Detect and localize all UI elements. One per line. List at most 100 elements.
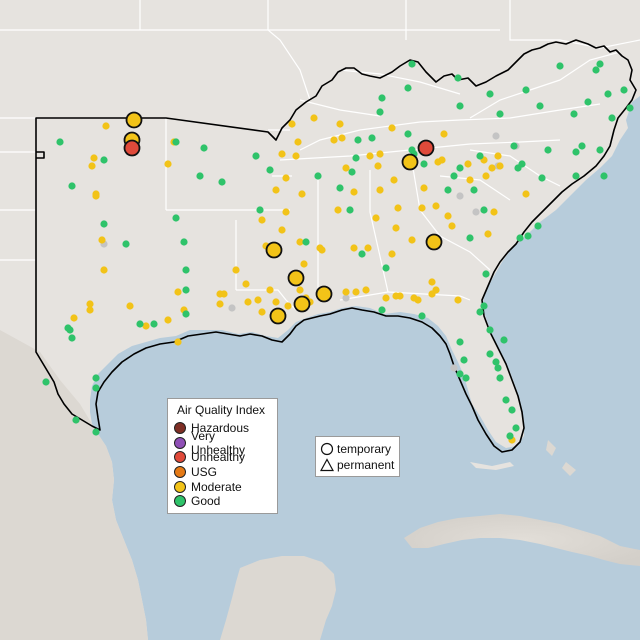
monitor-good[interactable] — [122, 240, 130, 248]
monitor-good[interactable] — [470, 186, 478, 194]
monitor-no-data[interactable] — [228, 304, 236, 312]
monitor-moderate-temporary[interactable] — [401, 153, 419, 171]
monitor-moderate[interactable] — [174, 338, 182, 346]
monitor-good[interactable] — [92, 374, 100, 382]
monitor-moderate[interactable] — [216, 300, 224, 308]
monitor-moderate[interactable] — [336, 120, 344, 128]
monitor-moderate[interactable] — [482, 172, 490, 180]
monitor-good[interactable] — [570, 110, 578, 118]
monitor-moderate[interactable] — [420, 184, 428, 192]
monitor-good[interactable] — [378, 94, 386, 102]
monitor-good[interactable] — [92, 384, 100, 392]
monitor-good[interactable] — [218, 178, 226, 186]
monitor-good[interactable] — [476, 152, 484, 160]
monitor-good[interactable] — [100, 156, 108, 164]
monitor-moderate[interactable] — [392, 224, 400, 232]
monitor-good[interactable] — [68, 182, 76, 190]
monitor-moderate[interactable] — [258, 216, 266, 224]
monitor-moderate[interactable] — [296, 238, 304, 246]
monitor-moderate[interactable] — [334, 206, 342, 214]
monitor-good[interactable] — [502, 396, 510, 404]
monitor-moderate[interactable] — [164, 316, 172, 324]
monitor-good[interactable] — [456, 370, 464, 378]
monitor-good[interactable] — [256, 206, 264, 214]
monitor-unhealthy-temporary[interactable] — [417, 139, 435, 157]
monitor-moderate[interactable] — [496, 162, 504, 170]
monitor-good[interactable] — [172, 138, 180, 146]
monitor-moderate[interactable] — [232, 266, 240, 274]
monitor-moderate[interactable] — [418, 204, 426, 212]
monitor-moderate[interactable] — [278, 150, 286, 158]
monitor-moderate[interactable] — [432, 286, 440, 294]
monitor-moderate[interactable] — [90, 154, 98, 162]
monitor-moderate[interactable] — [174, 288, 182, 296]
monitor-moderate[interactable] — [376, 150, 384, 158]
monitor-good[interactable] — [450, 172, 458, 180]
monitor-moderate-temporary[interactable] — [287, 269, 305, 287]
monitor-moderate[interactable] — [244, 298, 252, 306]
monitor-good[interactable] — [302, 238, 310, 246]
monitor-moderate[interactable] — [330, 136, 338, 144]
monitor-moderate[interactable] — [454, 296, 462, 304]
monitor-moderate[interactable] — [272, 186, 280, 194]
monitor-good[interactable] — [476, 308, 484, 316]
monitor-good[interactable] — [556, 62, 564, 70]
monitor-moderate[interactable] — [522, 190, 530, 198]
monitor-good[interactable] — [600, 172, 608, 180]
monitor-moderate[interactable] — [392, 292, 400, 300]
monitor-moderate[interactable] — [432, 202, 440, 210]
monitor-moderate-temporary[interactable] — [265, 241, 283, 259]
monitor-moderate[interactable] — [310, 114, 318, 122]
monitor-moderate[interactable] — [242, 280, 250, 288]
monitor-moderate[interactable] — [288, 120, 296, 128]
monitor-good[interactable] — [620, 86, 628, 94]
monitor-good[interactable] — [456, 102, 464, 110]
monitor-moderate[interactable] — [100, 266, 108, 274]
monitor-moderate[interactable] — [488, 164, 496, 172]
monitor-moderate[interactable] — [220, 290, 228, 298]
monitor-good[interactable] — [200, 144, 208, 152]
monitor-good[interactable] — [584, 98, 592, 106]
monitor-moderate[interactable] — [298, 190, 306, 198]
monitor-moderate[interactable] — [464, 160, 472, 168]
monitor-moderate[interactable] — [292, 152, 300, 160]
monitor-good[interactable] — [500, 336, 508, 344]
monitor-moderate[interactable] — [102, 122, 110, 130]
monitor-no-data[interactable] — [456, 192, 464, 200]
monitor-good[interactable] — [518, 160, 526, 168]
monitor-moderate[interactable] — [318, 246, 326, 254]
monitor-moderate[interactable] — [142, 322, 150, 330]
monitor-good[interactable] — [572, 172, 580, 180]
monitor-good[interactable] — [572, 148, 580, 156]
monitor-good[interactable] — [510, 142, 518, 150]
monitor-moderate[interactable] — [394, 204, 402, 212]
monitor-unhealthy-temporary[interactable] — [123, 139, 141, 157]
monitor-good[interactable] — [508, 406, 516, 414]
monitor-good[interactable] — [64, 324, 72, 332]
monitor-moderate[interactable] — [350, 188, 358, 196]
monitor-good[interactable] — [596, 60, 604, 68]
monitor-good[interactable] — [604, 90, 612, 98]
monitor-good[interactable] — [462, 374, 470, 382]
monitor-moderate[interactable] — [126, 302, 134, 310]
monitor-good[interactable] — [72, 416, 80, 424]
monitor-moderate[interactable] — [494, 152, 502, 160]
monitor-good[interactable] — [266, 166, 274, 174]
monitor-moderate[interactable] — [278, 226, 286, 234]
monitor-good[interactable] — [136, 320, 144, 328]
monitor-moderate-temporary[interactable] — [425, 233, 443, 251]
monitor-moderate[interactable] — [484, 230, 492, 238]
monitor-no-data[interactable] — [472, 208, 480, 216]
monitor-good[interactable] — [454, 74, 462, 82]
monitor-moderate[interactable] — [362, 286, 370, 294]
monitor-moderate[interactable] — [490, 208, 498, 216]
monitor-moderate[interactable] — [350, 244, 358, 252]
monitor-moderate[interactable] — [92, 192, 100, 200]
monitor-good[interactable] — [418, 312, 426, 320]
monitor-moderate[interactable] — [388, 124, 396, 132]
monitor-moderate[interactable] — [372, 214, 380, 222]
monitor-good[interactable] — [382, 264, 390, 272]
monitor-good[interactable] — [456, 164, 464, 172]
monitor-good[interactable] — [522, 86, 530, 94]
monitor-good[interactable] — [494, 364, 502, 372]
